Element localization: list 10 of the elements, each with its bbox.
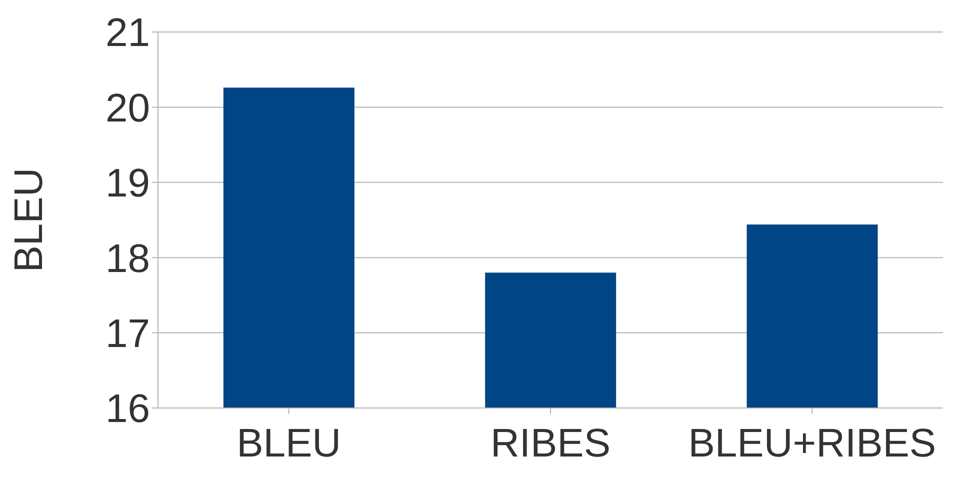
y-tick-label: 17: [106, 312, 150, 356]
x-tick-label: BLEU: [236, 421, 342, 466]
y-tick-label: 19: [106, 162, 150, 206]
x-tick-label: RIBES: [490, 421, 611, 466]
y-tick-label: 16: [106, 387, 150, 432]
y-axis-title: BLEU: [7, 168, 52, 272]
y-tick-label: 21: [106, 11, 150, 56]
y-tick-label: 20: [106, 86, 150, 130]
y-tick-label: 18: [106, 236, 150, 281]
x-tick-label: BLEU+RIBES: [688, 421, 936, 466]
